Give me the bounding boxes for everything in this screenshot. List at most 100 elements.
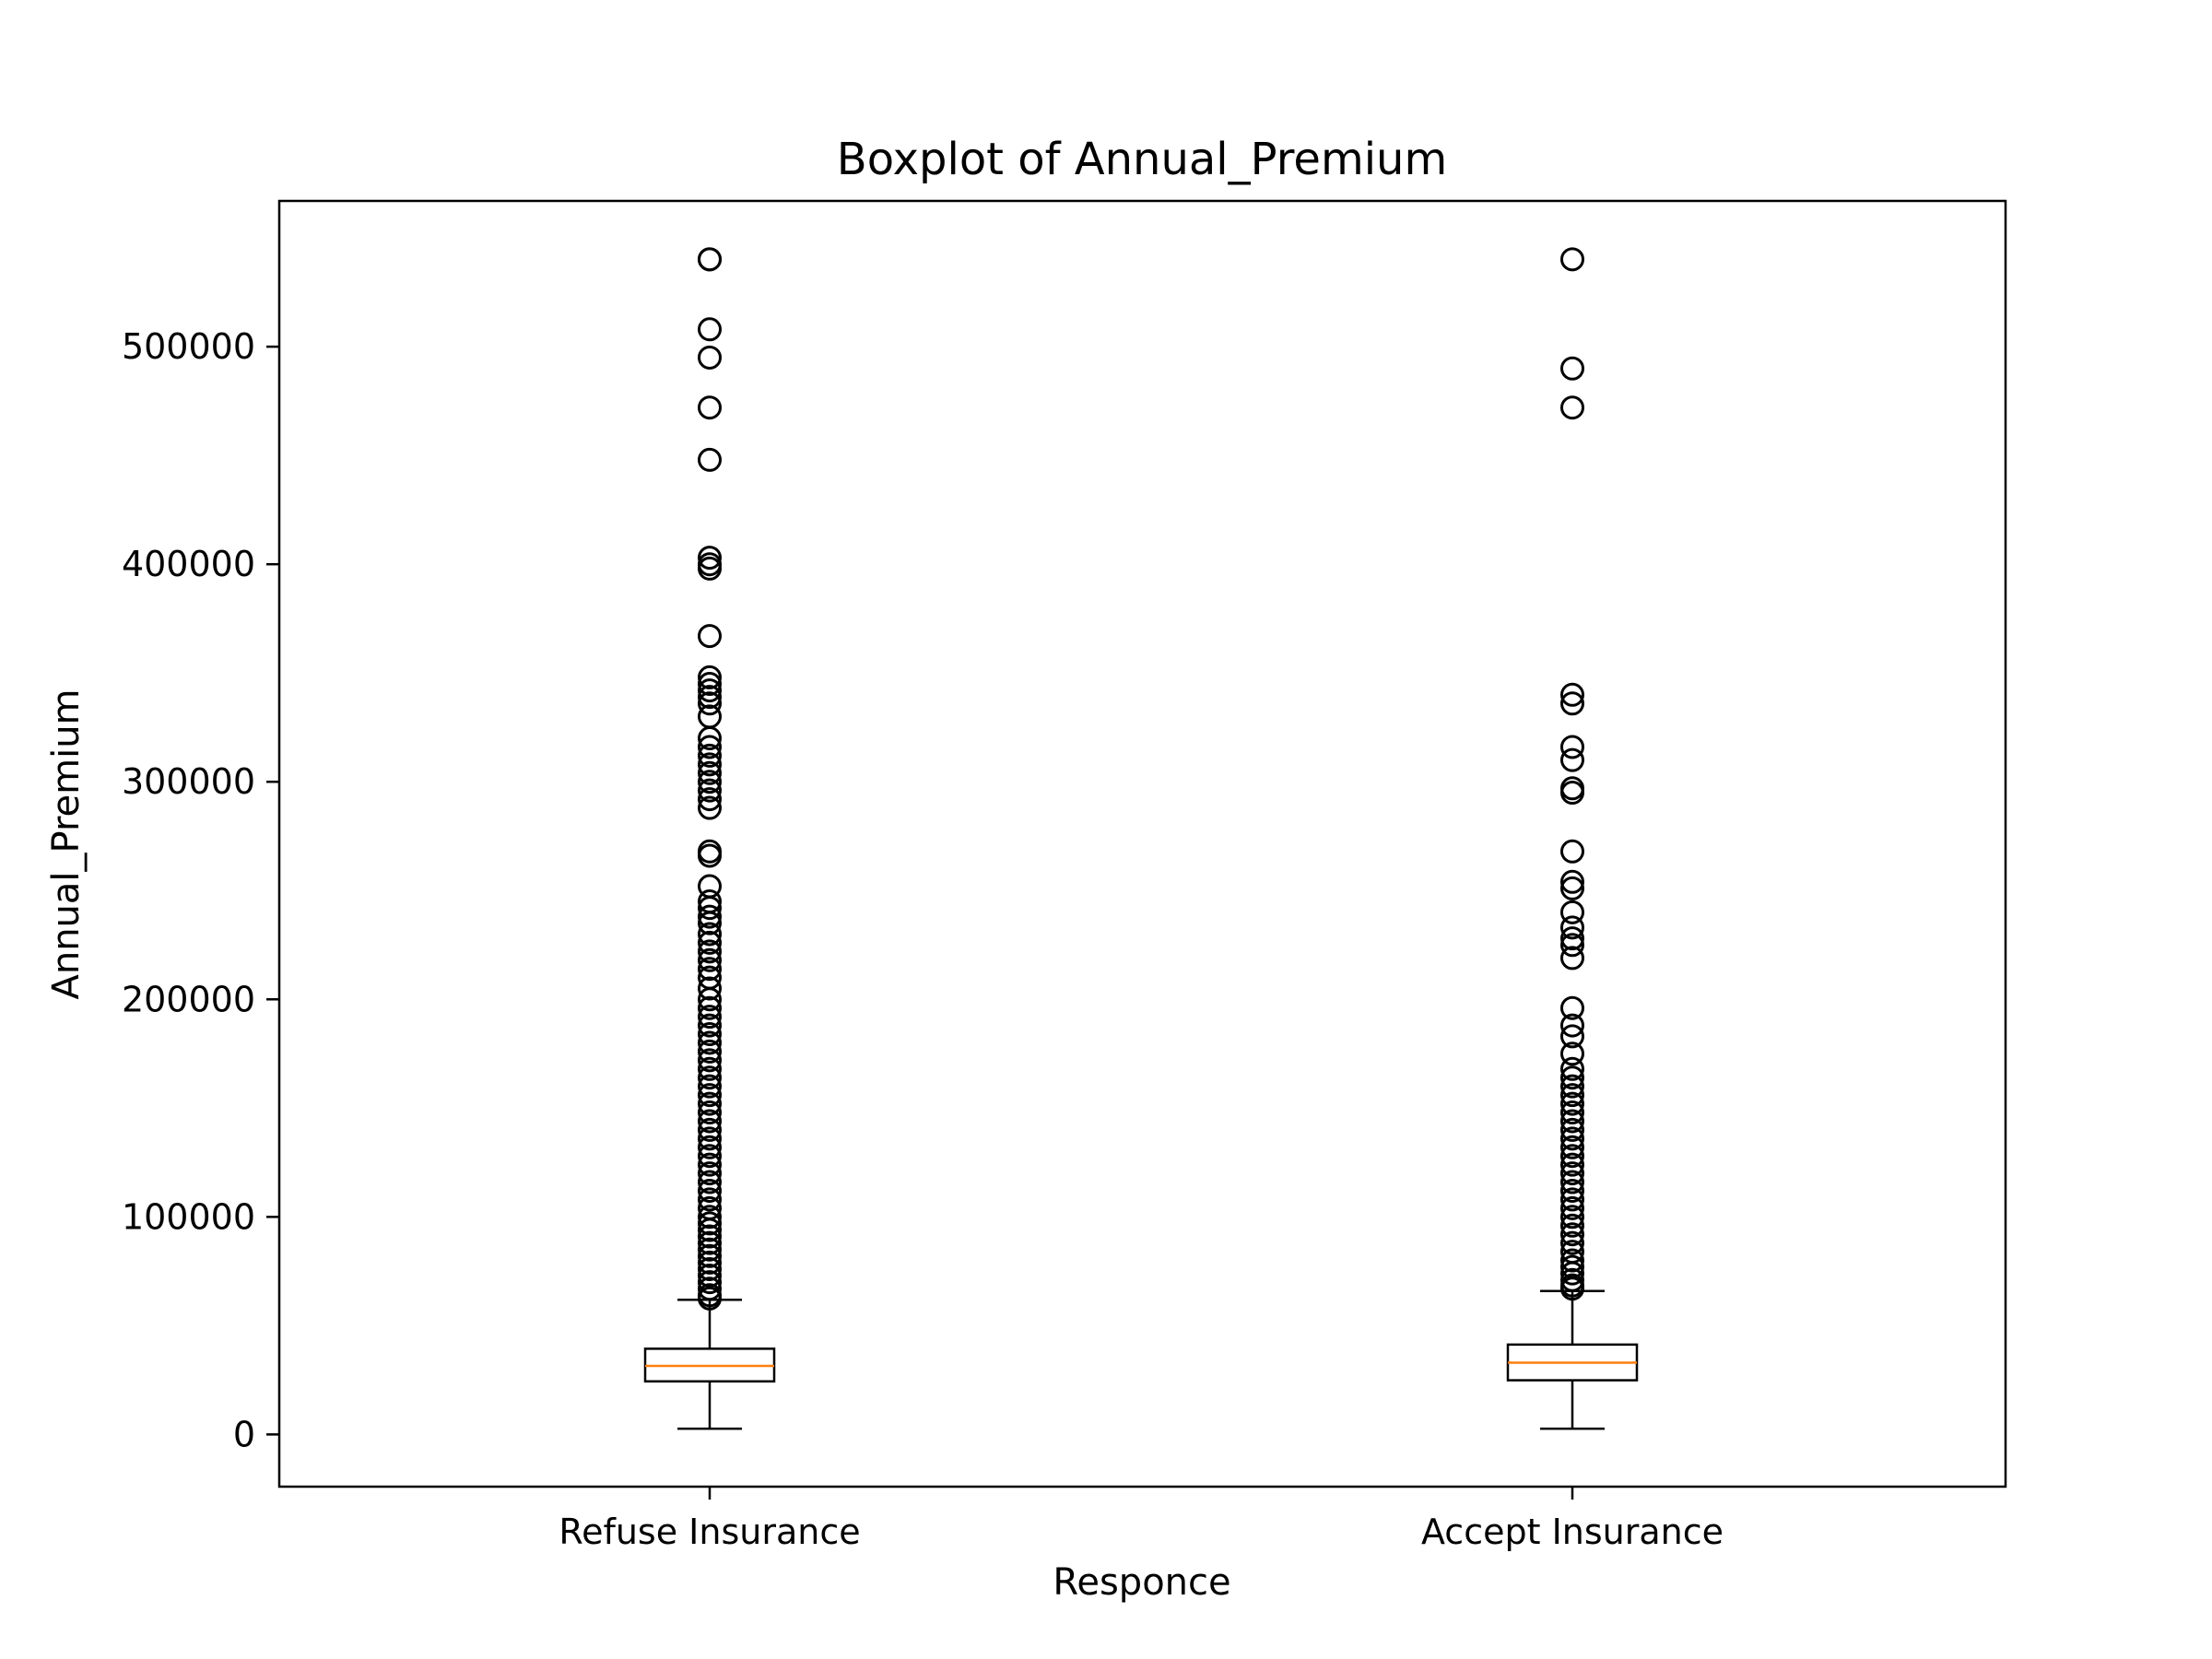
outlier-point [698,787,722,812]
outlier-point [698,678,722,703]
outlier-point [1560,1144,1584,1169]
outlier-point [1560,1261,1584,1286]
outlier-point [1560,1041,1584,1066]
outlier-point [698,1178,722,1203]
outlier-point [698,1237,722,1262]
outlier-point [698,1224,722,1249]
outlier-point [698,1135,722,1159]
outlier-point [698,691,722,716]
outlier-point [698,922,722,947]
outlier-point [1560,1056,1584,1081]
outlier-point [698,317,722,342]
outlier-point [698,995,722,1020]
outlier-point [1560,1065,1584,1090]
outlier-point [698,1117,722,1142]
outlier-point [1560,1195,1584,1220]
outlier-point [1560,682,1584,707]
outlier-point [698,1030,722,1055]
outlier-point [698,1264,722,1288]
outlier-point [1560,1213,1584,1238]
outlier-point [698,1065,722,1090]
outlier-point [698,1100,722,1125]
outlier-point [1560,247,1584,272]
outlier-point [698,1270,722,1295]
y-tick-label: 300000 [122,761,255,802]
outlier-point [698,987,722,1012]
y-axis-label: Annual_Premium [45,688,88,999]
outlier-point [1560,1074,1584,1099]
outlier-point [1560,1091,1584,1116]
outlier-point [1560,1205,1584,1230]
outlier-point [698,1109,722,1134]
outlier-point [1560,1230,1584,1255]
y-tick-label: 400000 [122,544,255,584]
outlier-point [1560,1170,1584,1194]
outlier-point [1560,1248,1584,1273]
outlier-point [698,957,722,982]
outlier-point [698,1013,722,1038]
outlier-point [698,665,722,689]
outlier-point [1560,1117,1584,1142]
x-axis-label: Responce [1053,1561,1230,1604]
outlier-point [698,1048,722,1073]
outlier-point [1560,1126,1584,1151]
x-tick-label: Refuse Insurance [559,1512,860,1552]
outlier-point [698,1152,722,1177]
outlier-point [698,1256,722,1281]
y-axis: 0 100000 200000 300000 400000 500000 [122,326,279,1454]
plot-frame [277,199,2007,1488]
chart-title: Boxplot of Annual_Premium [837,134,1447,185]
outlier-point [1560,1277,1584,1301]
plot-area [643,247,1639,1430]
outlier-point [1560,1161,1584,1186]
outlier-point [1560,900,1584,924]
outlier-point [1560,1100,1584,1125]
outlier-point [1560,1187,1584,1212]
outlier-point [698,624,722,649]
box-group-2 [1506,247,1639,1430]
outlier-point [698,1056,722,1081]
outlier-point [698,947,722,972]
outlier-point [1560,691,1584,716]
outlier-point [698,795,722,820]
outlier-point [698,247,722,272]
box-group-1 [643,247,776,1430]
outlier-point [1560,781,1584,806]
outlier-point [1560,869,1584,894]
outlier-point [698,1218,722,1242]
outlier-point [1560,839,1584,864]
outlier-point [698,896,722,921]
outlier-point [698,672,722,697]
outlier-point [698,930,722,955]
outlier-point [698,939,722,964]
outlier-point [698,546,722,571]
y-tick-label: 100000 [122,1196,255,1237]
outlier-point [698,1039,722,1064]
outlier-point [1560,1222,1584,1247]
outlier-point [698,1211,722,1236]
outlier-point [698,685,722,710]
outlier-point [1560,876,1584,900]
outlier-point [1560,1135,1584,1159]
outlier-point [698,345,722,370]
outlier-point [1560,995,1584,1020]
outlier-point [698,1074,722,1099]
outlier-point [698,760,722,785]
outlier-point [698,1022,722,1047]
outlier-point [698,556,722,581]
y-tick-label: 200000 [122,979,255,1019]
outlier-point [698,1161,722,1186]
outlier-point [698,743,722,768]
outlier-point [1560,735,1584,759]
outlier-point [698,1230,722,1255]
outlier-point [698,1250,722,1275]
outlier-point [1560,1083,1584,1108]
outlier-point [698,395,722,420]
outlier-point [698,843,722,868]
x-tick-label: Accept Insurance [1421,1512,1724,1552]
outlier-point [698,911,722,935]
outlier-point [1560,1152,1584,1177]
outlier-point [698,778,722,803]
x-axis: Refuse Insurance Accept Insurance [559,1487,1724,1552]
outlier-point [698,1005,722,1030]
